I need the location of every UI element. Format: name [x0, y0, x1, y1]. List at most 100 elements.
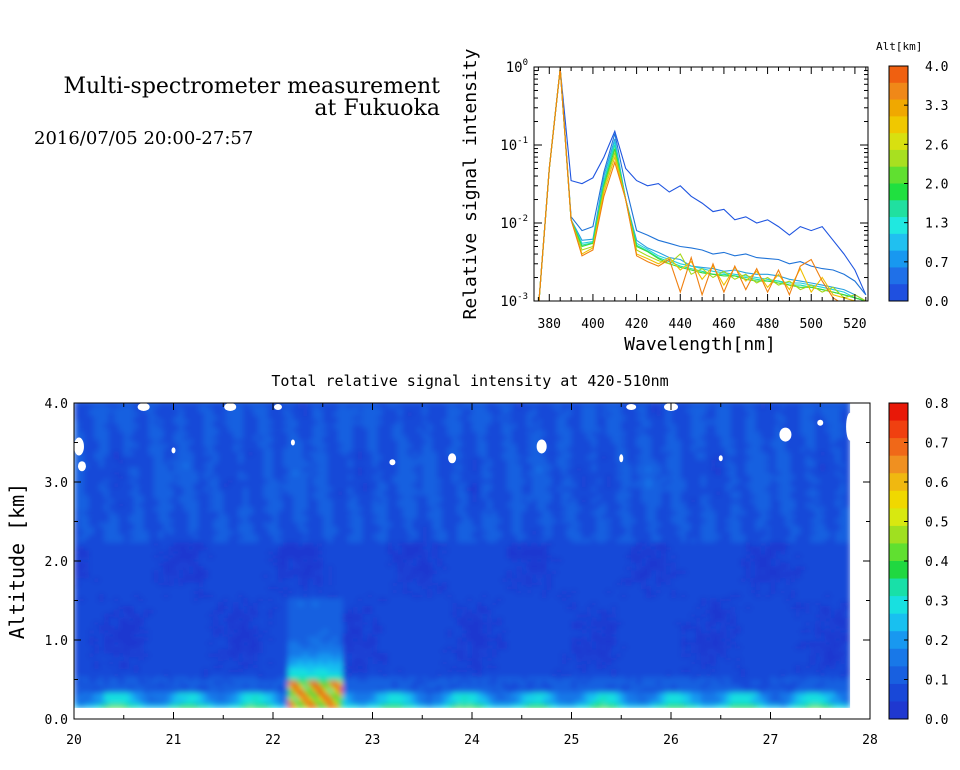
heatmap-cell [173, 439, 180, 444]
heatmap-cell [253, 498, 259, 504]
heatmap-cell [103, 470, 110, 476]
heatmap-cell [352, 510, 359, 515]
heatmap-cell [362, 514, 369, 519]
heatmap-cell [178, 431, 185, 436]
heatmap-cell [352, 660, 359, 666]
heatmap-cell [193, 514, 199, 519]
heatmap-cell [377, 581, 384, 586]
heatmap-cell [123, 688, 130, 693]
heatmap-cell [133, 593, 140, 598]
heatmap-cell [168, 585, 175, 591]
heatmap-cell [322, 443, 329, 448]
heatmap-cell [74, 553, 80, 559]
heatmap-cell [178, 474, 185, 480]
heatmap-cell [173, 644, 180, 650]
heatmap-cell [337, 704, 344, 709]
heatmap-cell [88, 447, 95, 452]
heatmap-cell [327, 636, 334, 642]
heatmap-cell [297, 403, 304, 409]
heatmap-cell [253, 502, 259, 507]
heatmap-cell [123, 415, 130, 421]
heatmap-cell [108, 423, 115, 428]
heatmap-cell [79, 546, 85, 551]
heatmap-cell [307, 680, 314, 685]
heatmap-cell [153, 565, 160, 571]
heatmap-cell [98, 439, 105, 444]
heatmap-cell [84, 467, 90, 472]
heatmap-cell [322, 415, 329, 421]
heatmap-cell [357, 498, 364, 504]
heatmap-cell [208, 589, 214, 594]
heatmap-cell [327, 628, 334, 634]
heatmap-cell [148, 664, 155, 670]
heatmap-cell [258, 459, 264, 464]
heatmap-cell [153, 632, 160, 638]
heatmap-cell [123, 546, 130, 551]
heatmap-cell [248, 502, 254, 507]
heatmap-cell [273, 581, 279, 586]
heatmap-cell [88, 621, 95, 626]
heatmap-cell [273, 546, 279, 551]
heatmap-cell [178, 542, 185, 547]
heatmap-cell [283, 656, 289, 662]
heatmap-cell [188, 439, 194, 444]
heatmap-cell [208, 605, 214, 610]
heatmap-cell [79, 636, 85, 642]
heatmap-cell [238, 530, 244, 535]
heatmap-cell [143, 628, 150, 634]
heatmap-cell [128, 632, 135, 638]
heatmap-cell [74, 696, 80, 701]
heatmap-cell [123, 498, 130, 504]
heatmap-cell [228, 684, 234, 689]
heatmap-cell [377, 621, 384, 626]
heatmap-cell [372, 530, 379, 535]
heatmap-cell [253, 447, 259, 452]
heatmap-cell [278, 427, 284, 432]
heatmap-cell [113, 553, 120, 559]
heatmap-cell [118, 526, 125, 531]
heatmap-cell [213, 494, 219, 500]
heatmap-cell [153, 467, 160, 472]
heatmap-cell [278, 652, 284, 658]
heatmap-cell [103, 502, 110, 507]
heatmap-cell [342, 478, 349, 484]
heatmap-cell [143, 467, 150, 472]
heatmap-cell [258, 565, 264, 571]
heatmap-cell [283, 522, 289, 527]
heatmap-cell [188, 704, 194, 709]
heatmap-cell [342, 427, 349, 432]
heatmap-cell [148, 676, 155, 681]
heatmap-cell [218, 704, 224, 709]
heatmap-cell [213, 498, 219, 504]
heatmap-cell [93, 403, 100, 409]
heatmap-cell [253, 470, 259, 476]
heatmap-cell [93, 482, 100, 488]
heatmap-cell [248, 451, 254, 456]
heatmap-cell [148, 700, 155, 705]
heatmap-cell [322, 625, 329, 630]
heatmap-cell [223, 601, 229, 606]
heatmap-cell [103, 455, 110, 460]
heatmap-cell [173, 431, 180, 436]
heatmap-cell [148, 538, 155, 543]
heatmap-cell [347, 561, 354, 567]
heatmap-cell [148, 498, 155, 504]
heatmap-cell [332, 688, 339, 693]
heatmap-cell [213, 435, 219, 440]
heatmap-cell [258, 581, 264, 586]
heatmap-cell [367, 494, 374, 500]
heatmap-cell [98, 628, 105, 634]
heatmap-cell [118, 577, 125, 583]
heatmap-cell [367, 403, 374, 409]
heatmap-cell [84, 688, 90, 693]
heatmap-cell [258, 530, 264, 535]
heatmap-cell [123, 455, 130, 460]
heatmap-cell [253, 648, 259, 654]
heatmap-cell [312, 439, 319, 444]
heatmap-cell [253, 510, 259, 515]
heatmap-cell [367, 478, 374, 484]
heatmap-cell [138, 696, 145, 701]
heatmap-cell [273, 696, 279, 701]
heatmap-cell [163, 419, 170, 425]
heatmap-cell [108, 601, 115, 606]
